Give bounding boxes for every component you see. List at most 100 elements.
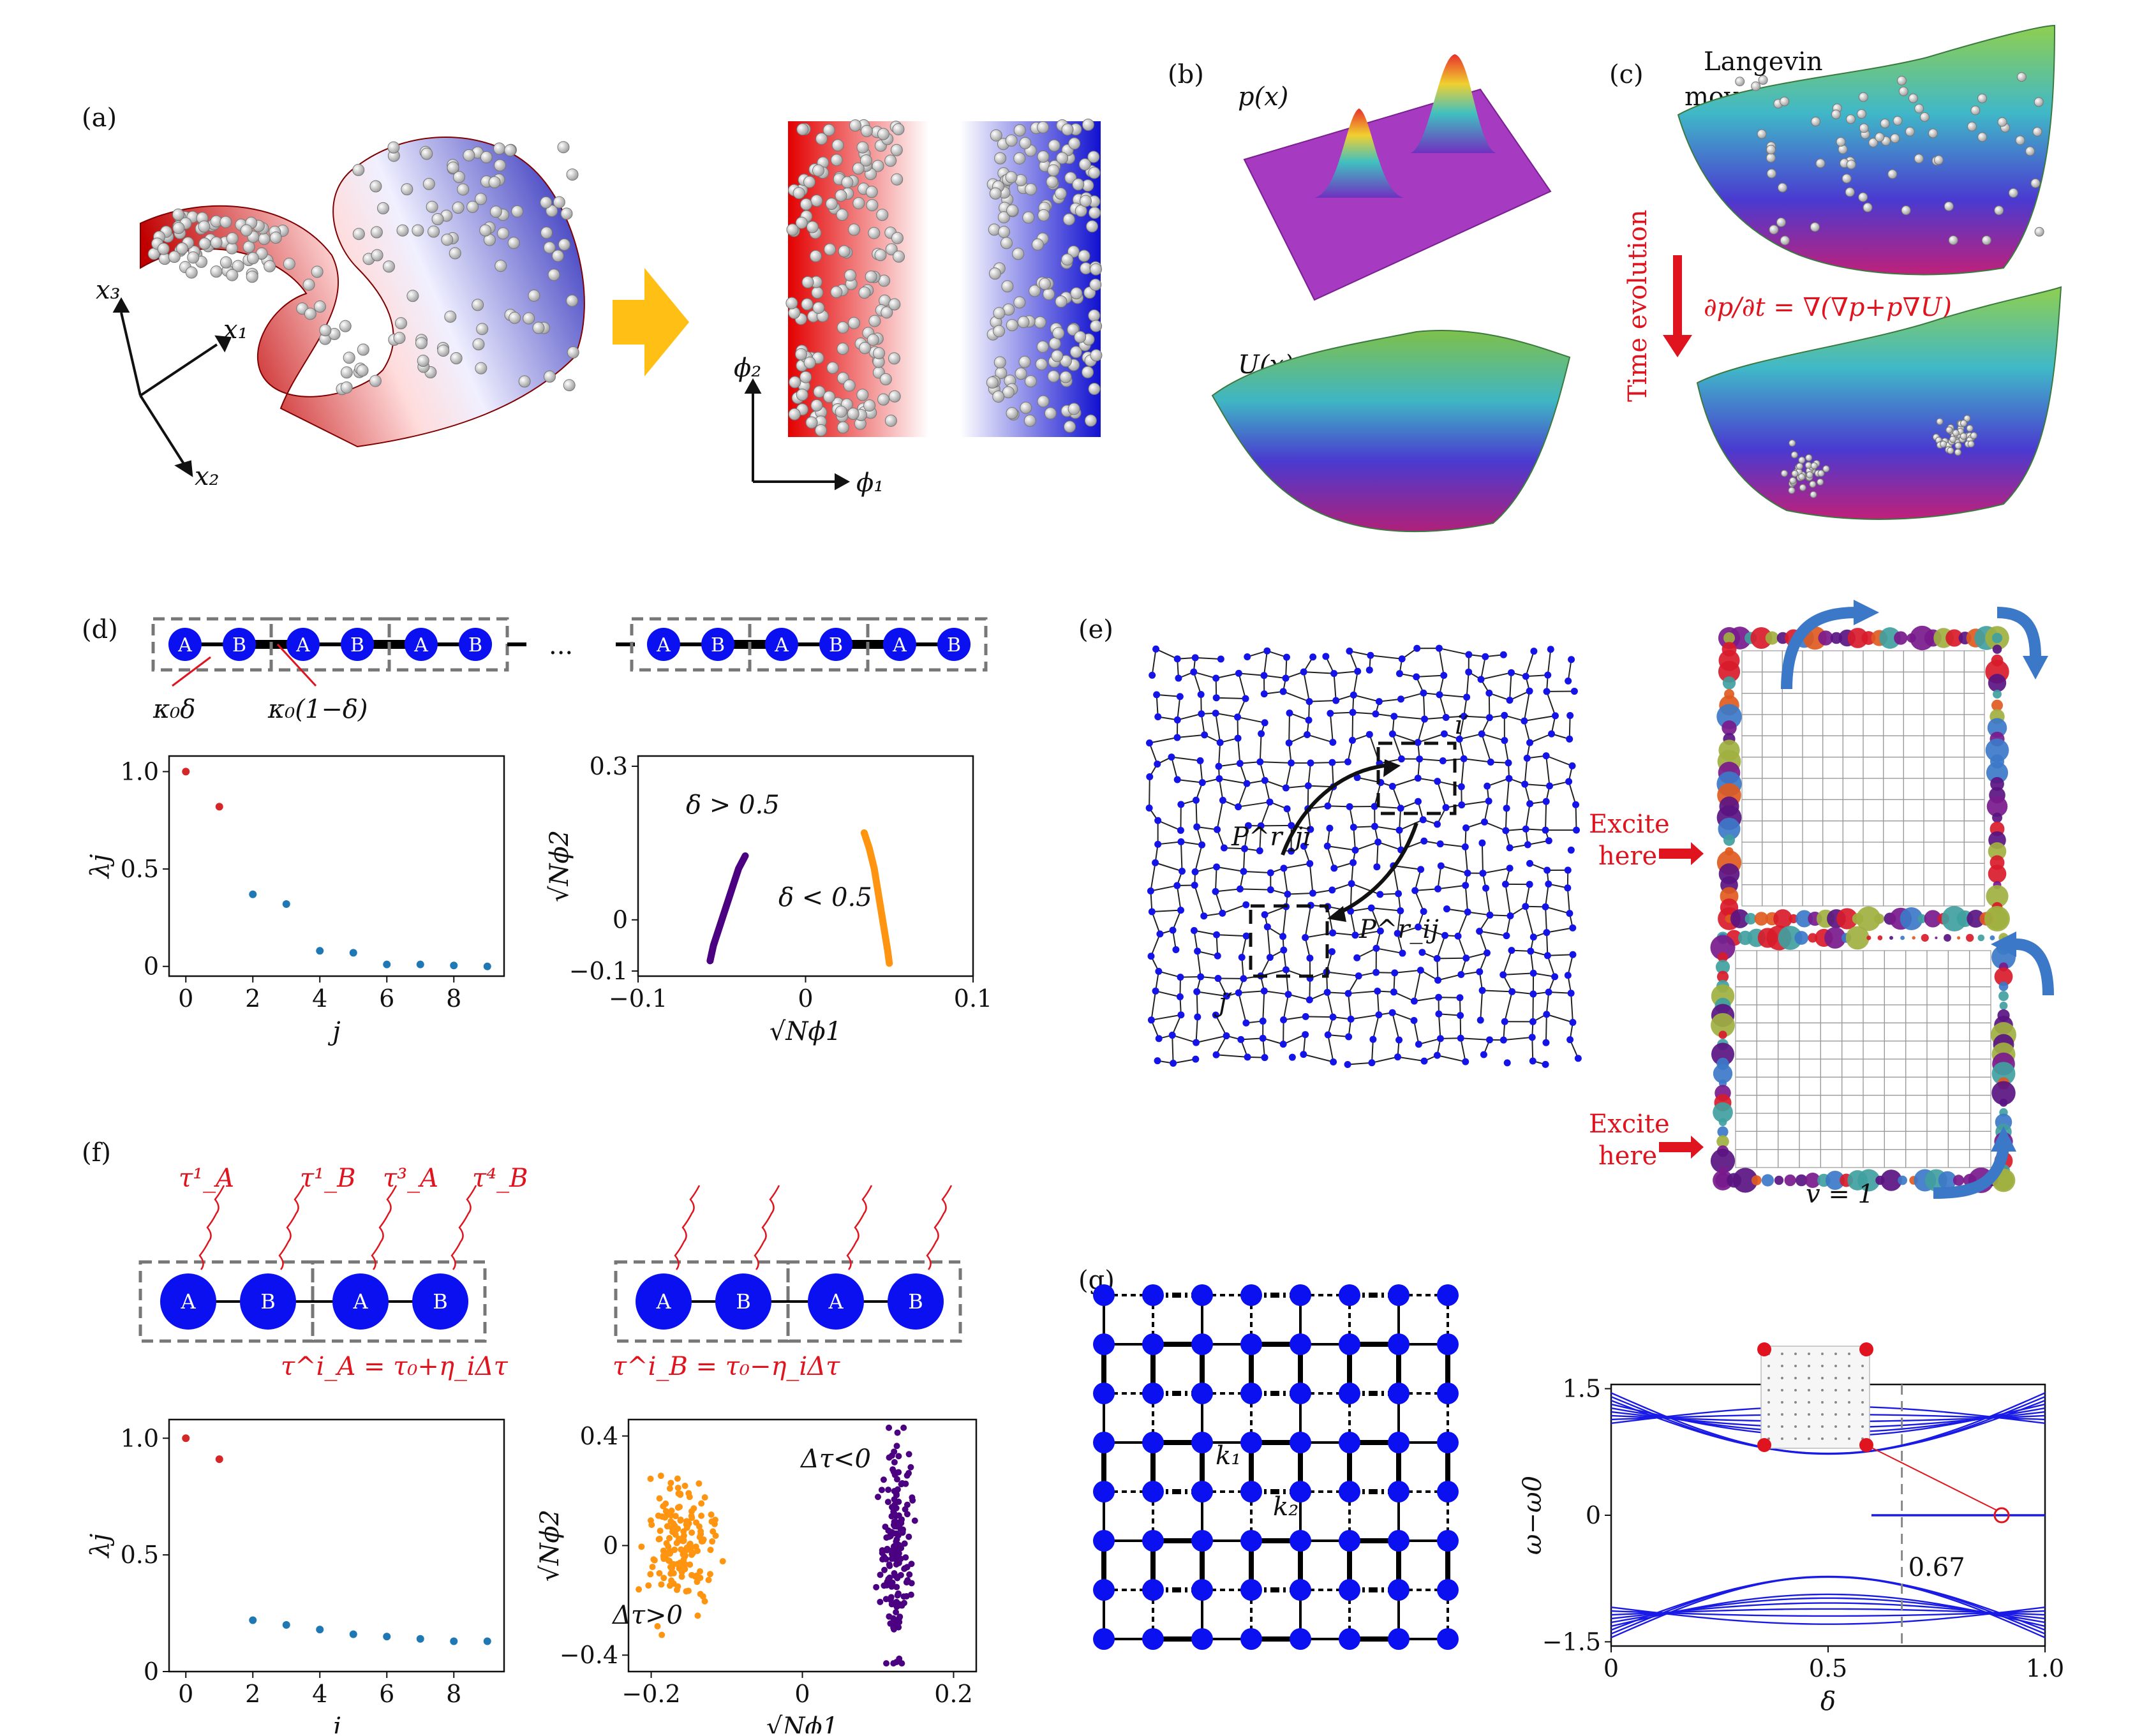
embedding-point <box>658 1581 664 1587</box>
lattice-node <box>1280 1016 1287 1023</box>
lattice-bond <box>1353 695 1379 701</box>
lattice-cell <box>1762 885 1783 906</box>
lattice-cell <box>1736 1005 1757 1023</box>
lattice-node <box>1240 975 1247 982</box>
lattice-node <box>1568 990 1575 997</box>
lattice-cell <box>1964 672 1984 693</box>
lattice-cell <box>1927 1095 1948 1113</box>
lattice-node <box>1506 775 1513 782</box>
embedding-point <box>657 1495 663 1502</box>
lattice-cell <box>1948 1077 1969 1095</box>
particle <box>1899 87 1908 96</box>
lattice-site <box>1142 1481 1164 1502</box>
lattice-site <box>1290 1284 1311 1306</box>
lattice-bond <box>1503 951 1512 975</box>
lattice-node <box>1344 759 1351 766</box>
lattice-node <box>1326 825 1333 832</box>
particle <box>1089 310 1100 322</box>
lattice-cell <box>1820 968 1841 986</box>
embedding-point <box>893 1531 900 1537</box>
particle <box>1968 441 1974 447</box>
embedding-point <box>906 1571 912 1578</box>
particle <box>1006 172 1017 183</box>
particle <box>1845 188 1854 197</box>
decay-wave <box>372 1185 396 1270</box>
lattice-site <box>1290 1579 1311 1601</box>
particle <box>831 286 842 298</box>
lattice-node <box>1212 888 1219 895</box>
lattice-cell <box>1970 951 1991 968</box>
particle <box>2017 73 2026 82</box>
eigenvalue-point <box>484 1637 491 1645</box>
lattice-bond <box>1327 972 1358 976</box>
particle <box>303 279 315 290</box>
particle <box>1062 124 1073 135</box>
embedding-point <box>708 1547 714 1553</box>
lattice-bond <box>1196 1036 1226 1043</box>
lattice-cell <box>1736 1077 1757 1095</box>
lattice-node <box>1391 969 1398 976</box>
lattice-bond <box>1480 990 1482 1020</box>
lattice-node <box>1350 824 1357 831</box>
edge-amplitude <box>1898 1176 1907 1185</box>
lattice-bond <box>1439 695 1446 718</box>
eigenvalue-point <box>216 1455 223 1463</box>
lattice-node <box>1216 775 1223 782</box>
lattice-node <box>1197 757 1204 764</box>
y-tick-label: 1.0 <box>121 1424 159 1452</box>
lattice-node <box>1328 948 1335 955</box>
x-tick-label: 8 <box>446 984 461 1013</box>
particle <box>558 239 570 250</box>
excite-arrow-top <box>1659 842 1704 865</box>
lattice-node <box>1465 651 1472 658</box>
particle <box>198 221 210 232</box>
lattice-bond <box>1466 886 1468 912</box>
lattice-node <box>1146 739 1153 746</box>
lattice-cell <box>1782 694 1803 715</box>
particle <box>1070 346 1082 358</box>
lattice-node <box>1179 868 1186 875</box>
particle <box>993 391 1004 403</box>
particle <box>1953 430 1959 436</box>
lattice-cell <box>1863 821 1884 842</box>
lattice-bond <box>1197 991 1198 1017</box>
inset-site <box>1794 1437 1797 1440</box>
inset-site <box>1848 1389 1850 1391</box>
embedding-point <box>681 1538 687 1544</box>
particle <box>1766 145 1775 154</box>
lattice-node <box>1434 886 1441 893</box>
lattice-node <box>1434 778 1441 785</box>
lattice-node <box>1476 928 1483 935</box>
lattice-node <box>1286 709 1293 716</box>
lattice-site <box>1142 1530 1164 1552</box>
particle <box>861 125 872 137</box>
lattice-bond <box>1458 936 1466 958</box>
time-arrow-shaft <box>1673 255 1682 338</box>
lattice-node <box>1177 1011 1184 1018</box>
lattice-node <box>1198 691 1205 698</box>
lattice-node <box>1420 908 1427 915</box>
embedding-point <box>906 1451 912 1457</box>
lattice-site <box>1437 1628 1459 1650</box>
lattice-bond <box>1264 991 1288 994</box>
site-label: B <box>433 1289 448 1314</box>
particle <box>1799 457 1805 463</box>
lattice-node <box>1394 1053 1401 1060</box>
lattice-node <box>1177 907 1184 914</box>
lattice-bond <box>1481 672 1511 679</box>
lattice-cell <box>1742 885 1762 906</box>
embedding-point <box>912 1518 918 1524</box>
lattice-node <box>1434 820 1441 827</box>
lattice-node <box>1477 1017 1484 1024</box>
k1-label: k₁ <box>1216 1441 1241 1471</box>
lattice-bond <box>1458 912 1468 937</box>
particle <box>1789 440 1796 447</box>
lattice-node <box>1420 816 1427 823</box>
lattice-site <box>1093 1481 1115 1502</box>
lattice-node <box>1283 654 1290 661</box>
inset-site <box>1808 1377 1810 1379</box>
lattice-bond <box>1156 649 1178 658</box>
lattice-site <box>1388 1530 1410 1552</box>
particle <box>452 202 464 214</box>
decay-wave <box>847 1185 872 1270</box>
